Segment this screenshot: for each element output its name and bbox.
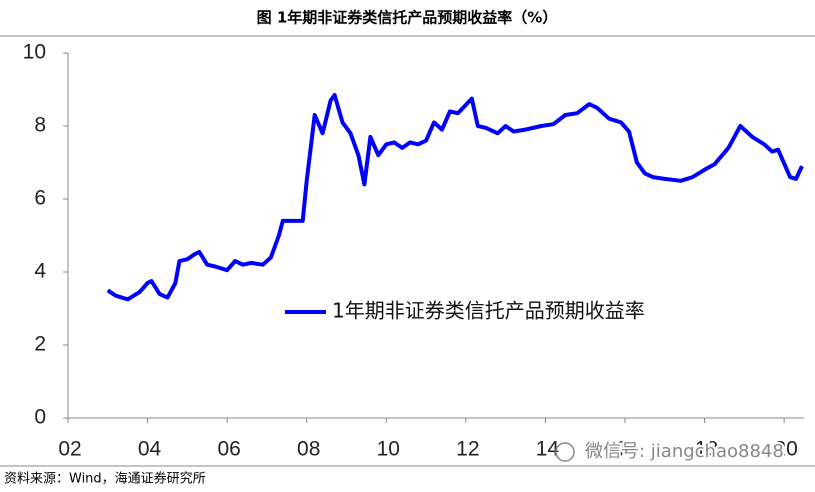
y-tick-label: 0 [34,406,46,429]
data-line [106,93,804,302]
watermark-icon [555,442,575,462]
x-tick-label: 10 [377,438,400,461]
x-tick-label: 02 [58,438,81,461]
x-tick-label: 16 [615,438,638,461]
x-tick-label: 12 [456,438,479,461]
x-tick-label: 04 [138,438,162,461]
y-tick-label: 2 [34,333,46,356]
y-tick-label: 10 [23,41,46,64]
y-tick-label: 4 [34,260,46,283]
y-tick-label: 6 [34,187,46,210]
source: 资料来源：Wind，海通证券研究所 [4,471,206,487]
x-tick-label: 14 [536,438,560,461]
x-tick-label: 20 [774,438,797,461]
chart-title: 图 1年期非证券类信托产品预期收益率（%） [257,9,558,27]
legend-label: 1年期非证券类信托产品预期收益率 [332,299,645,323]
y-tick-label: 8 [34,114,46,137]
x-tick-label: 08 [297,438,320,461]
x-tick-label: 06 [217,438,240,461]
watermark: 微信号: jiangchao8848 [585,441,784,462]
watermark: 微信号: jiangchao8848 [585,441,784,462]
x-tick-label: 18 [695,438,718,461]
